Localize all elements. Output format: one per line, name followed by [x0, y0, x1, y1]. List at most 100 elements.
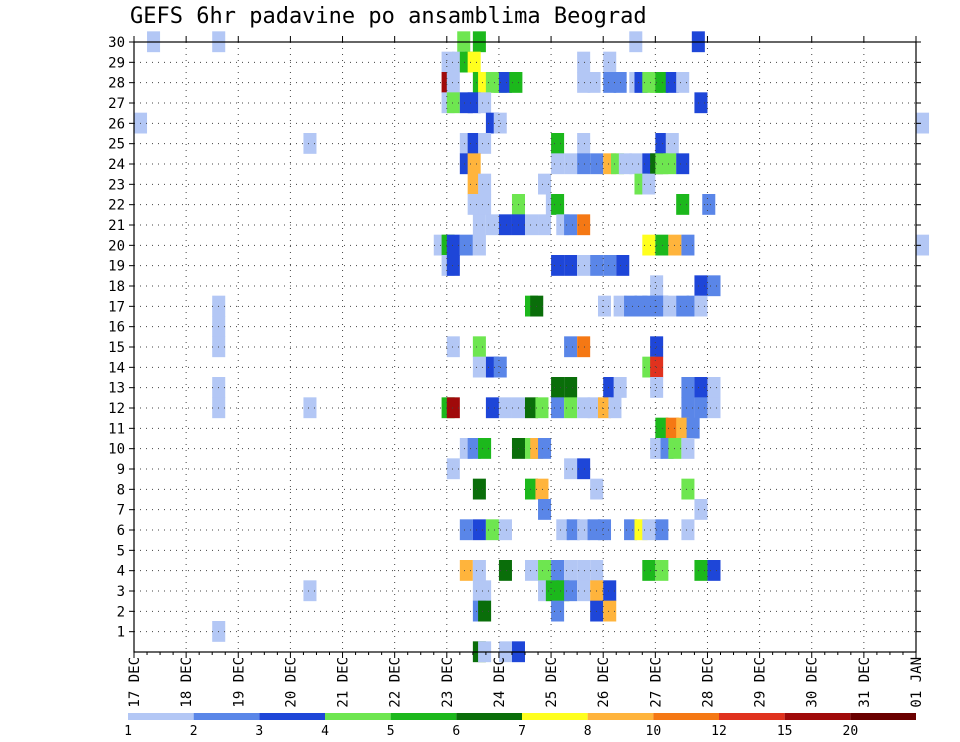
heatmap-cell	[681, 438, 695, 459]
heatmap-cell	[564, 377, 578, 398]
y-tick-label: 8	[117, 482, 125, 498]
legend-label: 15	[777, 724, 793, 739]
heatmap-cell	[472, 214, 486, 236]
heatmap-cell	[485, 397, 499, 419]
legend-swatch	[325, 713, 391, 720]
heatmap-cell	[577, 580, 591, 602]
heatmap-cell	[577, 336, 591, 358]
heatmap-cell	[642, 234, 656, 256]
heatmap-cell	[509, 72, 523, 93]
heatmap-cell	[303, 580, 317, 602]
heatmap-cell	[694, 295, 708, 317]
heatmap-cell	[655, 72, 669, 93]
heatmap-cell	[681, 478, 695, 500]
legend-swatch	[456, 713, 522, 720]
heatmap-cell	[467, 51, 481, 73]
heatmap-cell	[472, 560, 486, 581]
y-tick-label: 19	[108, 259, 125, 275]
heatmap-cell	[577, 397, 591, 419]
legend-swatch	[850, 713, 916, 720]
y-tick-label: 27	[108, 96, 125, 112]
y-tick-label: 14	[108, 360, 125, 376]
x-tick-label: 17 DEC	[127, 657, 143, 708]
y-tick-label: 12	[108, 401, 125, 417]
y-tick-label: 26	[108, 116, 125, 132]
y-tick-label: 3	[117, 584, 125, 600]
x-tick-label: 18 DEC	[179, 657, 195, 708]
heatmap-cell	[603, 580, 617, 602]
heatmap-cell	[478, 600, 492, 622]
heatmap-cell	[551, 600, 565, 622]
heatmap-cell	[446, 234, 460, 256]
heatmap-cell	[564, 214, 578, 236]
y-tick-label: 6	[117, 523, 125, 539]
heatmap-cell	[564, 153, 578, 175]
heatmap-cell	[597, 397, 612, 419]
heatmap-cell	[655, 417, 669, 439]
x-tick-label: 19 DEC	[231, 657, 247, 708]
y-tick-label: 29	[108, 55, 125, 71]
x-tick-label: 26 DEC	[596, 657, 612, 708]
heatmap-cell	[587, 519, 601, 541]
heatmap-cell	[551, 560, 565, 581]
x-tick-label: 25 DEC	[544, 657, 560, 708]
heatmap-cell	[624, 295, 638, 317]
heatmap-cell	[916, 112, 930, 134]
y-tick-label: 7	[117, 503, 125, 519]
heatmap-cell	[655, 234, 669, 256]
x-tick-label: 23 DEC	[440, 657, 456, 708]
heatmap-cell	[538, 438, 552, 459]
heatmap-cell	[577, 560, 591, 581]
heatmap-cell	[603, 377, 617, 398]
heatmap-cell	[551, 377, 565, 398]
heatmap-cell	[577, 153, 591, 175]
heatmap-cell	[525, 560, 539, 581]
heatmap-cell	[564, 255, 578, 276]
y-tick-label: 16	[108, 320, 125, 336]
heatmap-cell	[525, 397, 539, 419]
x-tick-label: 30 DEC	[805, 657, 821, 708]
legend-label: 5	[387, 724, 395, 739]
heatmap-cell	[681, 519, 695, 541]
heatmap-cell	[577, 51, 591, 73]
legend-swatch	[587, 713, 654, 720]
x-tick-label: 31 DEC	[857, 657, 873, 708]
x-tick-label: 22 DEC	[388, 657, 404, 708]
legend-label: 8	[584, 724, 592, 739]
y-tick-label: 1	[117, 625, 125, 641]
y-tick-label: 21	[108, 218, 125, 234]
heatmap-cell	[655, 519, 669, 541]
y-tick-label: 18	[108, 279, 125, 295]
heatmap-cell	[603, 255, 617, 276]
heatmap-cell	[642, 560, 656, 581]
heatmap-cell	[603, 600, 617, 622]
heatmap-cell	[478, 438, 492, 459]
legend-label: 12	[711, 724, 727, 739]
legend-label: 6	[452, 724, 460, 739]
heatmap-cell	[446, 92, 460, 114]
heatmap-cell	[707, 560, 721, 581]
heatmap-cell	[655, 560, 669, 581]
heatmap-cell	[472, 478, 486, 500]
heatmap-cell	[597, 295, 612, 317]
heatmap-cell	[467, 438, 481, 459]
heatmap-cell	[694, 275, 708, 297]
heatmap-cell	[446, 72, 460, 93]
heatmap-cell	[577, 458, 591, 480]
heatmap-cell	[624, 519, 638, 541]
x-tick-label: 29 DEC	[753, 657, 769, 708]
heatmap-cell	[577, 255, 591, 276]
legend-swatch	[784, 713, 851, 720]
heatmap-cell	[676, 153, 690, 175]
heatmap-cell	[551, 194, 565, 215]
heatmap-cell	[566, 519, 580, 541]
heatmap-cell	[303, 133, 317, 154]
heatmap-cell	[597, 519, 612, 541]
heatmap-cell	[629, 153, 643, 175]
heatmap-cell	[603, 72, 617, 93]
x-tick-label: 27 DEC	[648, 657, 664, 708]
heatmap-cell	[694, 397, 708, 419]
y-tick-label: 17	[108, 299, 125, 315]
heatmap-cell	[467, 153, 481, 175]
